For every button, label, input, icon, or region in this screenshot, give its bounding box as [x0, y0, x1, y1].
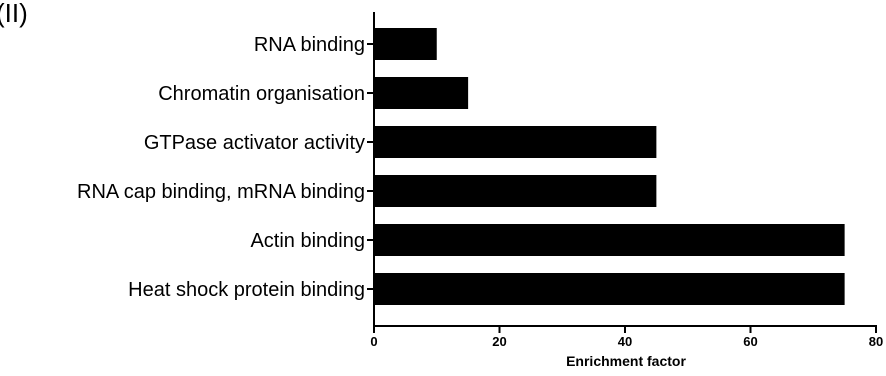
bar	[375, 175, 657, 207]
category-label: Actin binding	[250, 230, 365, 252]
bar	[375, 28, 437, 60]
category-label: RNA binding	[254, 34, 365, 56]
category-label: RNA cap binding, mRNA binding	[77, 181, 365, 203]
plot-area: RNA binding Chromatin organisation GTPase …	[77, 12, 883, 349]
category-label: GTPase activator activity	[144, 132, 365, 154]
x-tick-label: 40	[618, 334, 632, 349]
category-label: Heat shock protein binding	[128, 279, 365, 301]
bar	[375, 126, 657, 158]
x-tick-label: 0	[370, 334, 377, 349]
category-label: Chromatin organisation	[158, 83, 365, 105]
x-tick-label: 20	[492, 334, 506, 349]
bar	[375, 77, 469, 109]
bar	[375, 224, 845, 256]
bar	[375, 273, 845, 305]
x-axis-title: Enrichment factor	[566, 353, 686, 369]
x-tick-label: 80	[869, 334, 883, 349]
panel-label: (II)	[0, 0, 28, 28]
x-tick-label: 60	[743, 334, 757, 349]
